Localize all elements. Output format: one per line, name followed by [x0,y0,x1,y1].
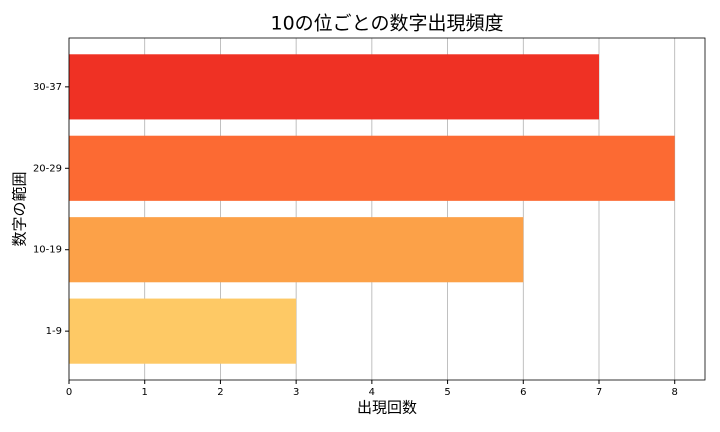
x-tick-label: 3 [293,387,299,398]
x-tick-label: 7 [596,387,602,398]
bar [69,298,297,364]
plot-frame [68,37,706,381]
y-tick-label: 10-19 [33,245,62,256]
bar [69,54,599,120]
x-tick-label: 5 [444,387,450,398]
bar [69,217,524,283]
y-axis-label: 数字の範囲 [11,171,29,246]
x-tick-label: 6 [520,387,526,398]
x-tick-label: 4 [369,387,375,398]
x-tick-label: 8 [672,387,678,398]
x-tick-label: 2 [217,387,223,398]
y-tick-label: 1-9 [46,326,62,337]
x-tick-label: 1 [142,387,148,398]
x-tick-label: 0 [66,387,72,398]
y-tick-label: 30-37 [33,82,62,93]
y-tick-label: 20-29 [33,163,62,174]
bar [69,135,675,201]
chart-title: 10の位ごとの数字出現頻度 [271,13,504,35]
x-axis-label: 出現回数 [357,399,417,417]
